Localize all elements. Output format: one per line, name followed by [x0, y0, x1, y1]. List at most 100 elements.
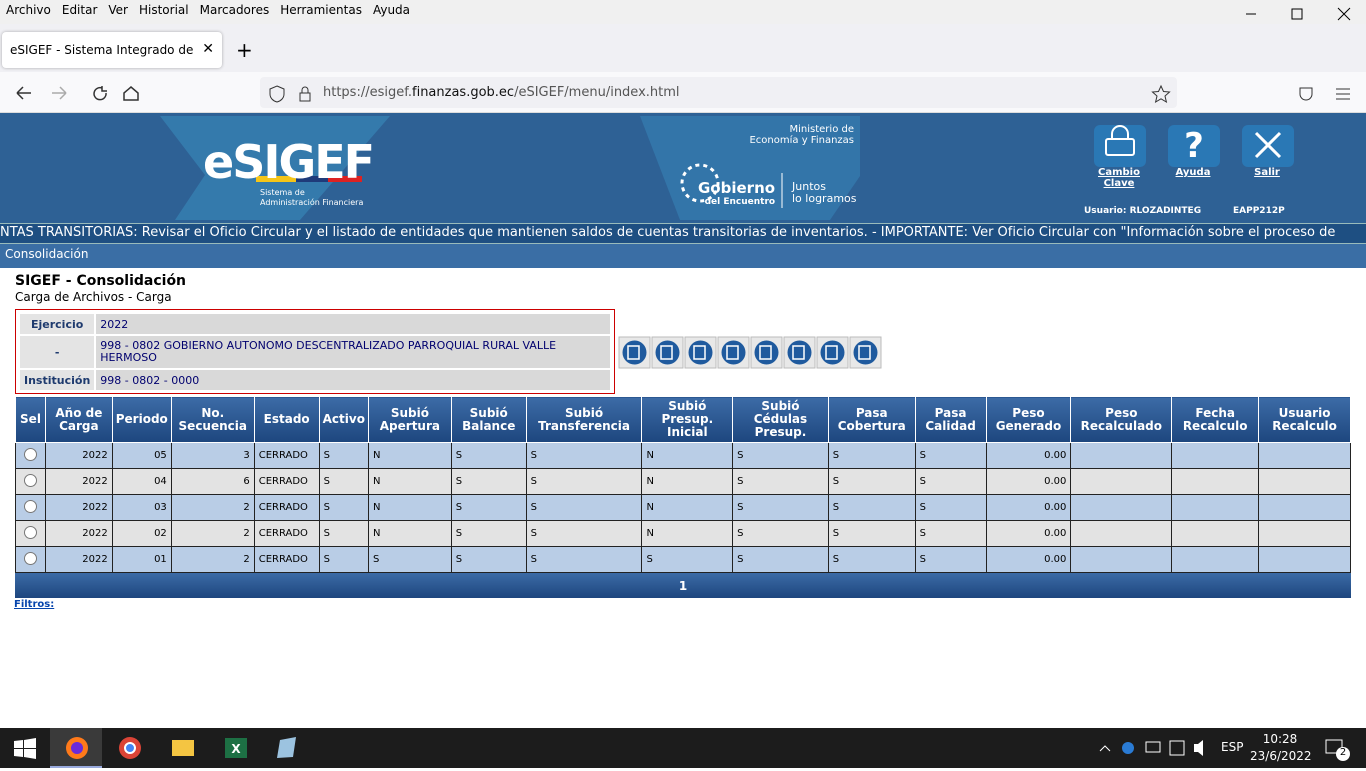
motto2: lo logramos — [792, 192, 857, 205]
button-icon — [655, 340, 680, 365]
select-cell — [15, 546, 46, 573]
column-header: Año de Carga — [44, 396, 113, 443]
column-header: Subió Presup. Inicial — [641, 396, 734, 443]
notification-count[interactable]: 2 — [1336, 747, 1350, 761]
row-radio[interactable] — [23, 499, 37, 513]
button-glyph — [726, 345, 739, 360]
info-value: 998 - 0802 - 0000 — [94, 368, 612, 392]
menu-item[interactable]: Herramientas — [280, 3, 362, 17]
filters-link[interactable]: Filtros: — [14, 599, 55, 610]
column-header: Pasa Cobertura — [827, 396, 916, 443]
grid-cell: 2022 — [44, 442, 113, 469]
column-header: Pasa Calidad — [914, 396, 987, 443]
row-radio[interactable] — [23, 551, 37, 565]
grid-cell: S — [525, 546, 643, 573]
menu-item[interactable]: Ver — [108, 3, 128, 17]
column-header: Subió Apertura — [367, 396, 452, 443]
column-header: Estado — [253, 396, 320, 443]
url-icons — [269, 84, 1350, 104]
menu-item[interactable]: Archivo — [6, 3, 51, 17]
grid-cell: 0.00 — [985, 520, 1072, 547]
header-action[interactable]: Cambio Clave — [1098, 167, 1140, 189]
page-subtitle: Carga de Archivos - Carga — [15, 290, 172, 304]
toolbar-button[interactable] — [651, 336, 684, 369]
column-header: Subió Transferencia — [525, 396, 643, 443]
time[interactable]: 10:28 — [1262, 732, 1298, 746]
grid-cell-empty — [1171, 546, 1260, 573]
toolbar-button[interactable] — [816, 336, 849, 369]
nav-buttons[interactable] — [12, 82, 147, 104]
menu-item[interactable]: Editar — [61, 3, 98, 17]
button-glyph — [759, 345, 772, 360]
grid-cell: 6 — [170, 468, 255, 495]
grid-cell: S — [450, 442, 527, 469]
toolbar-button[interactable] — [618, 336, 651, 369]
language[interactable]: ESP — [1221, 740, 1244, 754]
grid-cell: N — [367, 520, 452, 547]
grid-cell: N — [367, 494, 452, 521]
header-art: ? — [160, 116, 1294, 220]
grid-cell-empty — [1070, 442, 1173, 469]
toolbar-button[interactable] — [684, 336, 717, 369]
button-icon — [853, 340, 878, 365]
grid-cell: CERRADO — [253, 468, 320, 495]
toolbar-button[interactable] — [783, 336, 816, 369]
grid-cell: S — [914, 494, 987, 521]
ministry1: Ministerio de — [789, 124, 855, 135]
info-row: Institución 998 - 0802 - 0000 — [17, 368, 612, 392]
grid-cell: S — [318, 468, 369, 495]
menu-item[interactable]: Marcadores — [199, 3, 270, 17]
new-tab[interactable]: + — [236, 38, 253, 62]
grid-cell: S — [525, 520, 643, 547]
row-radio[interactable] — [23, 525, 37, 539]
grid-cell: N — [367, 442, 452, 469]
info-label: - — [17, 334, 97, 370]
url-bar[interactable]: https://esigef.finanzas.gob.ec/eSIGEF/me… — [260, 77, 1177, 108]
grid-row: 2022 04 6 CERRADO S N S S N S S S 0.00 — [15, 468, 1351, 495]
column-header: Usuario Recalculo — [1258, 396, 1351, 443]
grid-cell: S — [914, 442, 987, 469]
tab-bar — [0, 24, 1366, 72]
pager[interactable]: 1 — [15, 573, 1351, 598]
menu-item[interactable]: Historial — [138, 3, 189, 17]
menu-item[interactable]: Ayuda — [372, 3, 411, 17]
row-radio[interactable] — [23, 447, 37, 461]
grid-cell: S — [641, 546, 734, 573]
grid-cell-empty — [1258, 520, 1351, 547]
grid-row: 2022 03 2 CERRADO S N S S N S S S 0.00 — [15, 494, 1351, 521]
grid-cell: 01 — [111, 546, 172, 573]
info-label: Ejercicio — [17, 312, 97, 336]
menu-bar: Archivo Editar Ver Historial Marcadores Herra… — [0, 0, 1366, 24]
toolbar-button[interactable] — [717, 336, 750, 369]
tab-title: eSIGEF - Sistema Integrado de Gestión — [10, 43, 195, 57]
column-header: Activo — [318, 396, 369, 443]
column-header: Sel — [15, 396, 46, 443]
grid-cell: S — [827, 546, 916, 573]
grid-cell: CERRADO — [253, 546, 320, 573]
ticker: NTAS TRANSITORIAS: Revisar el Oficio Cir… — [0, 223, 1366, 244]
header-action[interactable]: Salir — [1254, 167, 1280, 178]
header-action[interactable]: Ayuda — [1175, 167, 1211, 178]
grid-cell: CERRADO — [253, 442, 320, 469]
grid-row: 2022 01 2 CERRADO S S S S S S S S 0.00 — [15, 546, 1351, 573]
breadcrumb[interactable]: Consolidación — [0, 244, 1366, 268]
info-table: Ejercicio 2022-998 - 0802 GOBIERNO AUTONO… — [17, 312, 612, 392]
window-controls[interactable] — [1240, 4, 1360, 24]
logo-sub2: Administración Financiera — [260, 198, 364, 207]
toolbar-button[interactable] — [750, 336, 783, 369]
row-radio[interactable] — [23, 473, 37, 487]
column-header: Subió Cédulas Presup. — [732, 396, 829, 443]
svg-text:X: X — [231, 742, 241, 756]
info-row: Ejercicio 2022 — [17, 312, 612, 336]
logo-subtitle: Sistema de Administración Financiera — [260, 188, 363, 208]
date[interactable]: 23/6/2022 — [1250, 749, 1312, 763]
grid-cell: 2 — [170, 520, 255, 547]
grid-cell: S — [732, 520, 829, 547]
button-icon — [721, 340, 746, 365]
grid-cell: S — [827, 520, 916, 547]
tab[interactable]: eSIGEF - Sistema Integrado de Gestión✕ — [2, 32, 222, 68]
taskbar-icons: X — [14, 728, 1343, 768]
button-icon — [688, 340, 713, 365]
toolbar-button[interactable] — [849, 336, 882, 369]
